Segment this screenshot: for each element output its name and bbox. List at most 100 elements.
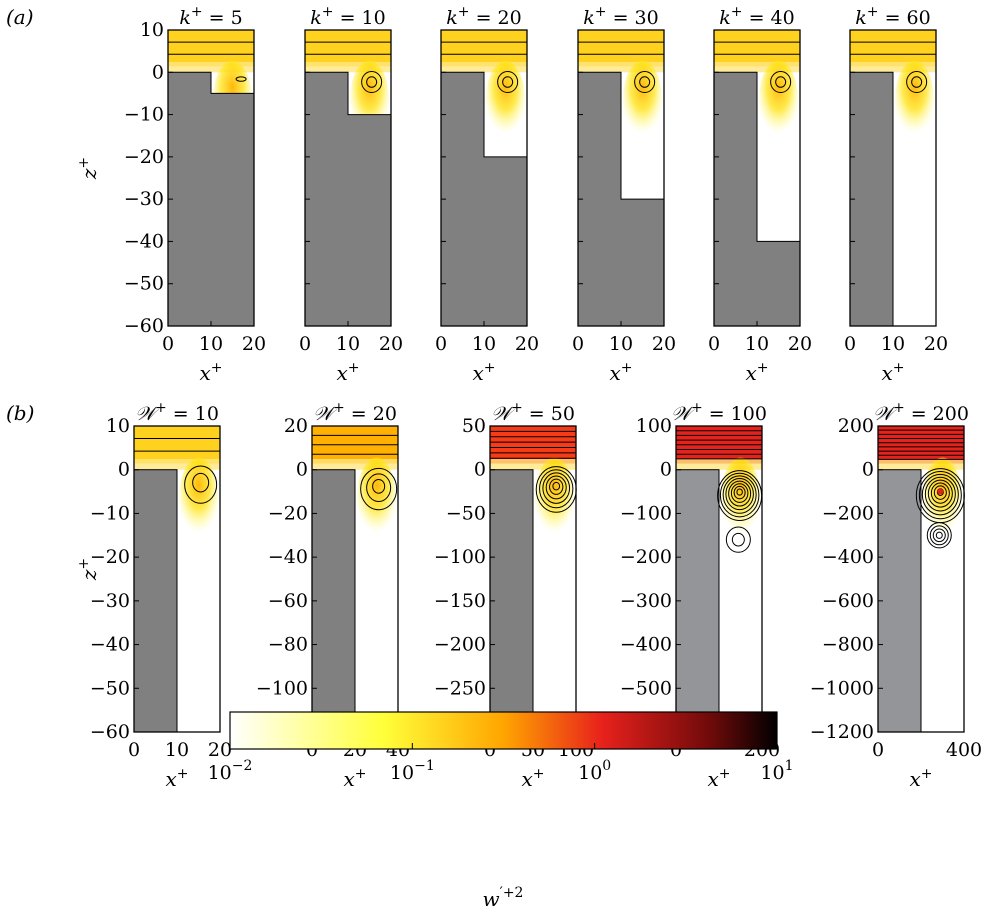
y-tick-label: 10	[106, 415, 130, 437]
y-axis-label: z+	[76, 157, 101, 180]
x-axis-label: x+	[343, 766, 366, 791]
y-tick-label: −300	[620, 590, 672, 612]
y-axis-label: z+	[76, 558, 101, 581]
x-tick-label: 20	[208, 739, 232, 761]
y-tick-label: −150	[434, 590, 486, 612]
subplot-a-3: 0 10 20 k+ = 20 x+	[435, 4, 539, 385]
y-tick-label: 0	[152, 61, 164, 83]
y-tick-label: 0	[118, 459, 130, 481]
eddy-contour	[366, 76, 378, 88]
flow-band-fade	[714, 61, 800, 73]
y-tick-label: −20	[124, 146, 164, 168]
subplot-title: k+ = 40	[719, 4, 794, 29]
subplot-a-1: 0 10 20 −60 −50 −40 −30 −20 −10 0 10 k+ = 5 x+ z+	[76, 4, 266, 385]
x-axis-label: x+	[165, 766, 188, 791]
y-tick-label: −40	[268, 546, 308, 568]
x-axis-label: x+	[745, 360, 768, 385]
flow-band-fade	[578, 61, 664, 73]
flow-band	[878, 426, 964, 464]
flow-band-fade	[441, 61, 527, 73]
y-tick-label: −50	[124, 273, 164, 295]
y-tick-label: 20	[284, 415, 308, 437]
eddy-contour	[935, 531, 943, 539]
x-tick-label: 10	[609, 333, 633, 355]
x-tick-label: 10	[881, 333, 905, 355]
eddy-contour	[736, 488, 743, 496]
groove-plume	[535, 457, 574, 538]
flow-band-fade	[850, 61, 936, 73]
y-tick-label: −100	[434, 546, 486, 568]
eddy-contour	[361, 71, 383, 94]
eddy-contour	[926, 522, 952, 549]
y-tick-label: −50	[90, 677, 130, 699]
flow-band	[134, 426, 220, 464]
eddy-contour	[725, 478, 754, 511]
y-tick-label: −100	[256, 677, 308, 699]
x-tick-label: 10	[199, 333, 223, 355]
flow-band	[578, 30, 664, 67]
flow-band-fade	[134, 459, 220, 470]
eddy-contour	[730, 483, 749, 503]
axes-frame	[877, 425, 965, 733]
y-tick-label: 0	[474, 459, 486, 481]
solid-element	[877, 469, 922, 733]
x-axis-label: x+	[199, 360, 222, 385]
subplot-a-5: 0 10 20 k+ = 40 x+	[708, 4, 812, 385]
eddy-contour	[728, 480, 752, 507]
x-tick-label: 0	[162, 333, 174, 355]
y-tick-label: −20	[90, 546, 130, 568]
eddy-contour	[906, 71, 928, 94]
groove-plume	[721, 457, 760, 538]
colorbar-tick-label: 10−1	[390, 758, 435, 784]
flow-band-fade	[312, 459, 398, 470]
eddy-contour	[770, 71, 792, 94]
y-tick-label: −100	[620, 502, 672, 524]
flow-band	[168, 30, 254, 67]
eddy-contour	[372, 478, 386, 494]
solid-element	[489, 469, 534, 733]
y-tick-label: −1200	[810, 721, 874, 743]
y-tick-label: −60	[268, 590, 308, 612]
x-tick-label: 20	[924, 333, 948, 355]
eddy-core	[937, 488, 944, 495]
y-tick-label: −80	[268, 634, 308, 656]
eddy-contour	[545, 475, 567, 500]
x-tick-label: 0	[128, 739, 140, 761]
x-axis-label: x+	[707, 766, 730, 791]
y-tick-label: −60	[90, 721, 130, 743]
eddy-contour	[932, 528, 946, 543]
x-tick-label: 20	[242, 333, 266, 355]
y-tick-label: 50	[462, 415, 486, 437]
solid-element	[167, 71, 255, 327]
x-tick-label: 0	[872, 739, 884, 761]
y-tick-label: −250	[434, 677, 486, 699]
y-tick-label: −40	[90, 634, 130, 656]
y-tick-label: −200	[822, 502, 874, 524]
eddy-contour	[502, 76, 514, 88]
x-tick-label: 10	[336, 333, 360, 355]
flow-band	[441, 30, 527, 67]
x-tick-label: 0	[844, 333, 856, 355]
y-tick-label: −600	[822, 590, 874, 612]
y-tick-label: −20	[268, 502, 308, 524]
eddy-contour	[927, 479, 953, 508]
eddy-contour	[733, 485, 746, 500]
eddy-contour	[933, 485, 947, 500]
solid-element	[675, 469, 720, 733]
eddy-contour	[235, 76, 247, 82]
eddy-contour	[539, 469, 574, 509]
eddy-contour	[634, 71, 656, 94]
colorbar-tick-label: 10−2	[208, 758, 253, 784]
x-axis-label: x+	[521, 766, 544, 791]
flow-band	[490, 426, 576, 464]
y-tick-label: −400	[822, 546, 874, 568]
eddy-contour	[542, 472, 571, 504]
y-tick-label: 200	[838, 415, 874, 437]
subplot-title: k+ = 10	[310, 4, 385, 29]
subplot-title: 𝒲+ = 100	[671, 400, 767, 425]
eddy-contour	[719, 472, 760, 518]
flow-band-fade	[490, 459, 576, 470]
y-tick-label: −800	[822, 634, 874, 656]
